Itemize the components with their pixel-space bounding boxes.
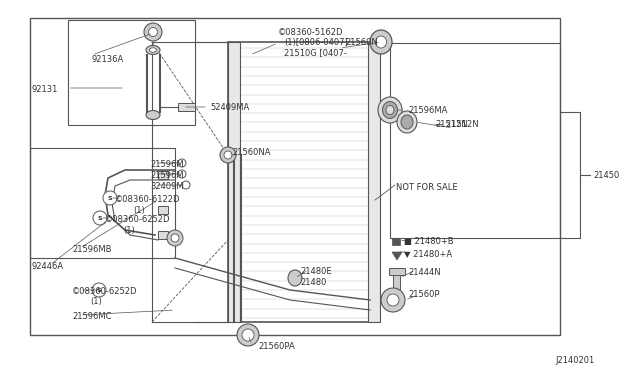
- Text: 21450: 21450: [593, 170, 620, 180]
- Ellipse shape: [376, 36, 387, 48]
- Text: J2140201: J2140201: [555, 356, 595, 365]
- Circle shape: [178, 159, 186, 167]
- Bar: [393, 268, 400, 290]
- Bar: [68, 20, 195, 125]
- Text: 52409MA: 52409MA: [210, 103, 249, 112]
- Text: (1): (1): [133, 206, 145, 215]
- Text: ©08360-6122D: ©08360-6122D: [115, 195, 180, 204]
- Text: 21480: 21480: [300, 278, 326, 287]
- Ellipse shape: [150, 48, 157, 52]
- Text: (1): (1): [123, 226, 135, 235]
- Text: 21560P: 21560P: [408, 290, 440, 299]
- Circle shape: [148, 28, 157, 36]
- Ellipse shape: [220, 147, 236, 163]
- Circle shape: [167, 230, 183, 246]
- Bar: [389, 268, 405, 275]
- Bar: [228, 42, 240, 322]
- Circle shape: [92, 283, 106, 297]
- Circle shape: [242, 329, 254, 341]
- Text: 21596M: 21596M: [150, 171, 184, 180]
- Circle shape: [103, 191, 117, 205]
- Bar: [30, 148, 175, 258]
- Ellipse shape: [378, 97, 402, 123]
- Ellipse shape: [397, 111, 417, 133]
- Text: 21596MB: 21596MB: [72, 245, 111, 254]
- Bar: [158, 206, 168, 214]
- Circle shape: [93, 211, 107, 225]
- Text: 92446A: 92446A: [32, 262, 64, 271]
- Text: NOT FOR SALE: NOT FOR SALE: [396, 183, 458, 192]
- Bar: [390, 43, 560, 238]
- Text: 21510G [0407-: 21510G [0407-: [284, 48, 347, 57]
- Text: S: S: [97, 288, 101, 292]
- Text: ■ 21480+B: ■ 21480+B: [404, 237, 454, 246]
- Bar: [158, 231, 168, 239]
- Text: (1): (1): [90, 297, 102, 306]
- Ellipse shape: [146, 45, 160, 55]
- Circle shape: [237, 324, 259, 346]
- Text: ▼ 21480+A: ▼ 21480+A: [404, 249, 452, 258]
- Ellipse shape: [288, 270, 302, 286]
- Text: 21596M: 21596M: [150, 160, 184, 169]
- Text: 32409M: 32409M: [150, 182, 184, 191]
- Ellipse shape: [386, 106, 394, 115]
- Bar: [392, 238, 400, 245]
- Text: 92136A: 92136A: [92, 55, 124, 64]
- Bar: [178, 103, 195, 111]
- Circle shape: [387, 294, 399, 306]
- Text: ©08360-5162D: ©08360-5162D: [278, 28, 344, 37]
- Text: 21560PA: 21560PA: [258, 342, 295, 351]
- Polygon shape: [392, 252, 402, 260]
- Text: S: S: [98, 215, 102, 221]
- Bar: [30, 18, 560, 335]
- Circle shape: [171, 234, 179, 242]
- Text: 21596MC: 21596MC: [72, 312, 111, 321]
- Text: ©08360-6252D: ©08360-6252D: [72, 287, 138, 296]
- Text: 21560NA: 21560NA: [232, 148, 271, 157]
- Text: ©08360-6252D: ©08360-6252D: [105, 215, 170, 224]
- Text: 21444N: 21444N: [408, 268, 440, 277]
- Text: 21512N: 21512N: [435, 120, 468, 129]
- Ellipse shape: [146, 110, 160, 119]
- Text: S: S: [108, 196, 112, 201]
- Text: 21596MA: 21596MA: [408, 106, 447, 115]
- Circle shape: [178, 170, 186, 178]
- Circle shape: [182, 181, 190, 189]
- Ellipse shape: [383, 102, 397, 119]
- Circle shape: [381, 288, 405, 312]
- Bar: [368, 42, 380, 322]
- Text: — 21512N: — 21512N: [435, 120, 479, 129]
- Bar: [158, 171, 168, 179]
- Bar: [228, 42, 380, 322]
- Text: 21480E: 21480E: [300, 267, 332, 276]
- Text: 92131: 92131: [32, 85, 58, 94]
- Ellipse shape: [401, 115, 413, 129]
- Circle shape: [144, 23, 162, 41]
- Text: (1)[0806-0407]: (1)[0806-0407]: [284, 38, 348, 47]
- Text: 21560N: 21560N: [345, 38, 378, 47]
- Ellipse shape: [224, 151, 232, 159]
- Ellipse shape: [370, 30, 392, 54]
